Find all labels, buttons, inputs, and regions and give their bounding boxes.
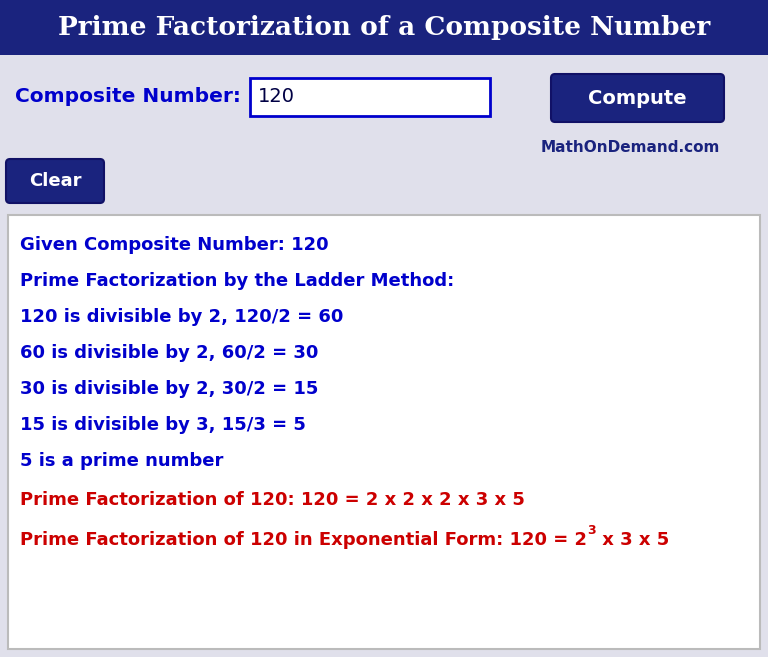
FancyBboxPatch shape: [551, 74, 724, 122]
Text: Prime Factorization by the Ladder Method:: Prime Factorization by the Ladder Method…: [20, 272, 454, 290]
Text: Compute: Compute: [588, 89, 687, 108]
Text: Prime Factorization of 120: 120 = 2 x 2 x 2 x 3 x 5: Prime Factorization of 120: 120 = 2 x 2 …: [20, 491, 525, 509]
FancyBboxPatch shape: [0, 0, 768, 55]
FancyBboxPatch shape: [8, 215, 760, 649]
Text: 30 is divisible by 2, 30/2 = 15: 30 is divisible by 2, 30/2 = 15: [20, 380, 319, 398]
Text: 120 is divisible by 2, 120/2 = 60: 120 is divisible by 2, 120/2 = 60: [20, 308, 343, 326]
Text: MathOnDemand.com: MathOnDemand.com: [541, 141, 720, 156]
Text: Prime Factorization of a Composite Number: Prime Factorization of a Composite Numbe…: [58, 15, 710, 40]
Text: Prime Factorization of 120 in Exponential Form: 120 = 2: Prime Factorization of 120 in Exponentia…: [20, 531, 587, 549]
Text: 120: 120: [258, 87, 295, 106]
Text: Clear: Clear: [28, 172, 81, 190]
Text: 60 is divisible by 2, 60/2 = 30: 60 is divisible by 2, 60/2 = 30: [20, 344, 319, 362]
FancyBboxPatch shape: [6, 159, 104, 203]
Text: 3: 3: [587, 524, 596, 537]
Text: x 3 x 5: x 3 x 5: [596, 531, 669, 549]
Text: Given Composite Number: 120: Given Composite Number: 120: [20, 236, 329, 254]
Text: Composite Number:: Composite Number:: [15, 87, 241, 106]
Text: 15 is divisible by 3, 15/3 = 5: 15 is divisible by 3, 15/3 = 5: [20, 416, 306, 434]
Text: 5 is a prime number: 5 is a prime number: [20, 452, 223, 470]
Text: 3: 3: [587, 524, 596, 537]
FancyBboxPatch shape: [250, 78, 490, 116]
